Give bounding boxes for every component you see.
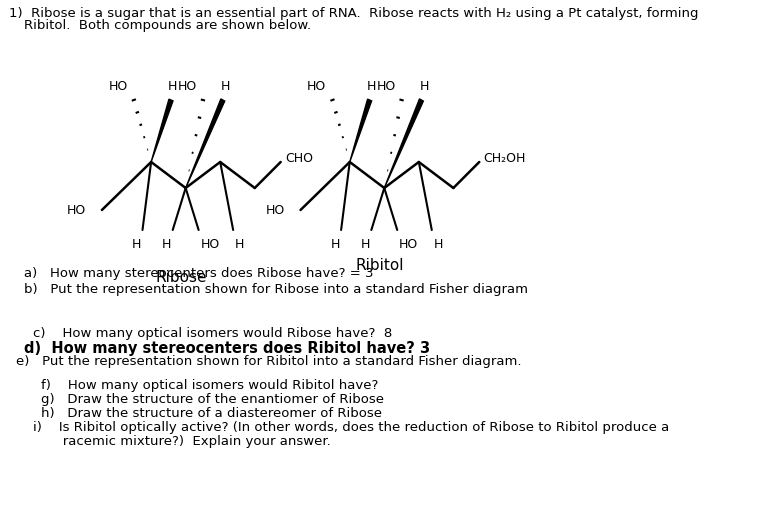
Text: H: H — [360, 238, 370, 251]
Text: HO: HO — [109, 80, 128, 93]
Text: Ribitol.  Both compounds are shown below.: Ribitol. Both compounds are shown below. — [24, 19, 311, 32]
Text: H: H — [162, 238, 171, 251]
Text: HO: HO — [376, 80, 396, 93]
Text: H: H — [132, 238, 141, 251]
Polygon shape — [151, 99, 173, 162]
Text: H: H — [434, 238, 443, 251]
Text: c)    How many optical isomers would Ribose have?  8: c) How many optical isomers would Ribose… — [33, 327, 392, 340]
Text: HO: HO — [265, 203, 285, 216]
Text: H: H — [366, 80, 376, 93]
Text: d)  How many stereocenters does Ribitol have? 3: d) How many stereocenters does Ribitol h… — [24, 341, 430, 356]
Text: HO: HO — [177, 80, 197, 93]
Text: H: H — [330, 238, 340, 251]
Text: Ribose: Ribose — [155, 270, 207, 285]
Text: HO: HO — [200, 238, 220, 251]
Text: HO: HO — [67, 203, 86, 216]
Text: 1)  Ribose is a sugar that is an essential part of RNA.  Ribose reacts with H₂ u: 1) Ribose is a sugar that is an essentia… — [8, 7, 698, 20]
Text: H: H — [168, 80, 177, 93]
Polygon shape — [350, 99, 372, 162]
Text: g)   Draw the structure of the enantiomer of Ribose: g) Draw the structure of the enantiomer … — [41, 393, 385, 406]
Text: i)    Is Ribitol optically active? (In other words, does the reduction of Ribose: i) Is Ribitol optically active? (In othe… — [33, 421, 669, 434]
Text: CHO: CHO — [285, 152, 313, 164]
Polygon shape — [186, 99, 225, 188]
Text: CH₂OH: CH₂OH — [483, 152, 526, 164]
Text: f)    How many optical isomers would Ribitol have?: f) How many optical isomers would Ribito… — [41, 379, 379, 392]
Text: racemic mixture?)  Explain your answer.: racemic mixture?) Explain your answer. — [33, 435, 330, 448]
Text: H: H — [419, 80, 428, 93]
Text: h)   Draw the structure of a diastereomer of Ribose: h) Draw the structure of a diastereomer … — [41, 407, 382, 420]
Text: HO: HO — [308, 80, 327, 93]
Text: H: H — [235, 238, 244, 251]
Polygon shape — [384, 99, 423, 188]
Text: H: H — [220, 80, 230, 93]
Text: b)   Put the representation shown for Ribose into a standard Fisher diagram: b) Put the representation shown for Ribo… — [24, 283, 528, 296]
Text: e)   Put the representation shown for Ribitol into a standard Fisher diagram.: e) Put the representation shown for Ribi… — [15, 355, 521, 368]
Text: HO: HO — [399, 238, 418, 251]
Text: a)   How many stereocenters does Ribose have? = 3: a) How many stereocenters does Ribose ha… — [24, 267, 373, 280]
Text: Ribitol: Ribitol — [356, 258, 404, 273]
